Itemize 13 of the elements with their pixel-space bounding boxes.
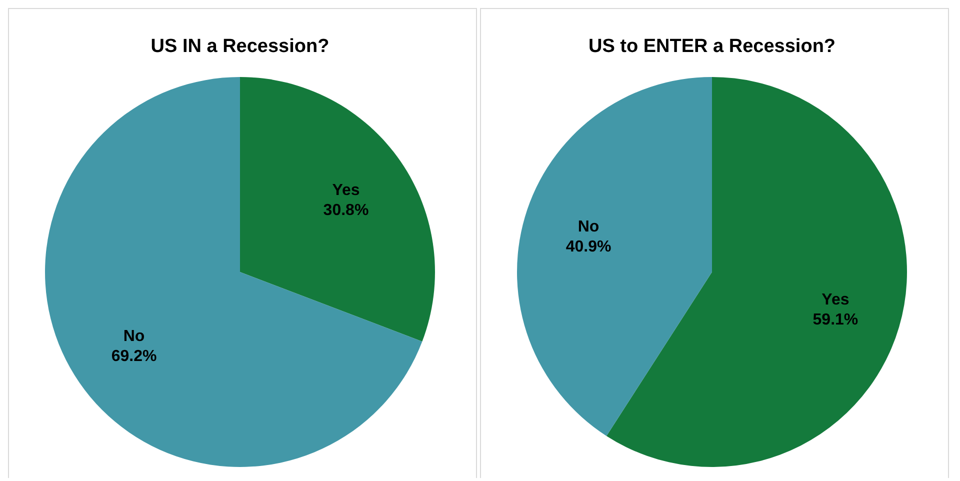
pie-slice (45, 77, 422, 467)
chart-title: US to ENTER a Recession? (588, 36, 836, 57)
slice-label: No (578, 218, 600, 236)
pie-slice (517, 77, 712, 436)
pie-slice (240, 77, 435, 342)
slice-label: Yes (332, 182, 360, 199)
slice-label: No (123, 328, 145, 346)
data-label: 69.2% (111, 348, 157, 366)
data-label: 59.1% (812, 311, 858, 328)
data-label: 40.9% (566, 238, 612, 256)
chart-title: US IN a Recession? (150, 36, 330, 57)
data-label: 30.8% (323, 202, 369, 219)
slice-label: Yes (822, 291, 850, 308)
